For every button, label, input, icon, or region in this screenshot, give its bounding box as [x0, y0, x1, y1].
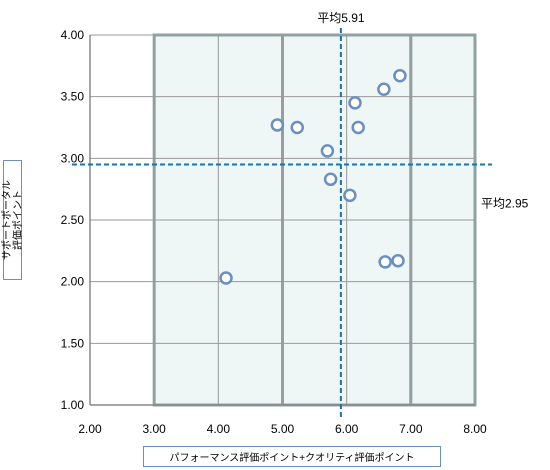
- x-tick-label: 6.00: [335, 422, 359, 436]
- y-tick-label: 1.50: [61, 336, 85, 350]
- data-point: [219, 271, 233, 285]
- y-axis-label-box: サポートポータル 評価ポイント: [1, 160, 24, 280]
- y-tick-label: 3.50: [61, 90, 85, 104]
- data-point: [377, 82, 391, 97]
- x-axis-label: パフォーマンス評価ポイント+クオリティ評価ポイント: [169, 453, 415, 464]
- y-tick-label: 4.00: [61, 28, 85, 42]
- y-tick-label: 2.50: [61, 213, 85, 227]
- x-tick-label: 5.00: [271, 422, 295, 436]
- data-point: [343, 188, 357, 203]
- data-point: [393, 68, 407, 83]
- data-point: [391, 253, 405, 268]
- x-tick-label: 2.00: [78, 422, 102, 436]
- x-tick-label: 7.00: [399, 422, 423, 436]
- data-point: [348, 96, 362, 110]
- data-point: [323, 172, 338, 187]
- data-point: [378, 255, 392, 269]
- mean-x-label: 平均5.91: [317, 11, 365, 25]
- y-axis-label: サポートポータル 評価ポイント: [1, 180, 24, 260]
- x-axis-label-box: パフォーマンス評価ポイント+クオリティ評価ポイント: [143, 446, 441, 467]
- x-tick-label: 8.00: [463, 422, 487, 436]
- mean-y-label: 平均2.95: [481, 197, 529, 211]
- data-point: [320, 144, 335, 158]
- x-tick-label: 4.00: [207, 422, 231, 436]
- y-tick-label: 2.00: [61, 275, 85, 289]
- y-tick-label: 1.00: [61, 398, 85, 412]
- y-tick-label: 3.00: [61, 151, 85, 165]
- data-point: [290, 120, 305, 135]
- x-tick-label: 3.00: [142, 422, 166, 436]
- data-point: [270, 118, 285, 132]
- data-point: [351, 120, 365, 135]
